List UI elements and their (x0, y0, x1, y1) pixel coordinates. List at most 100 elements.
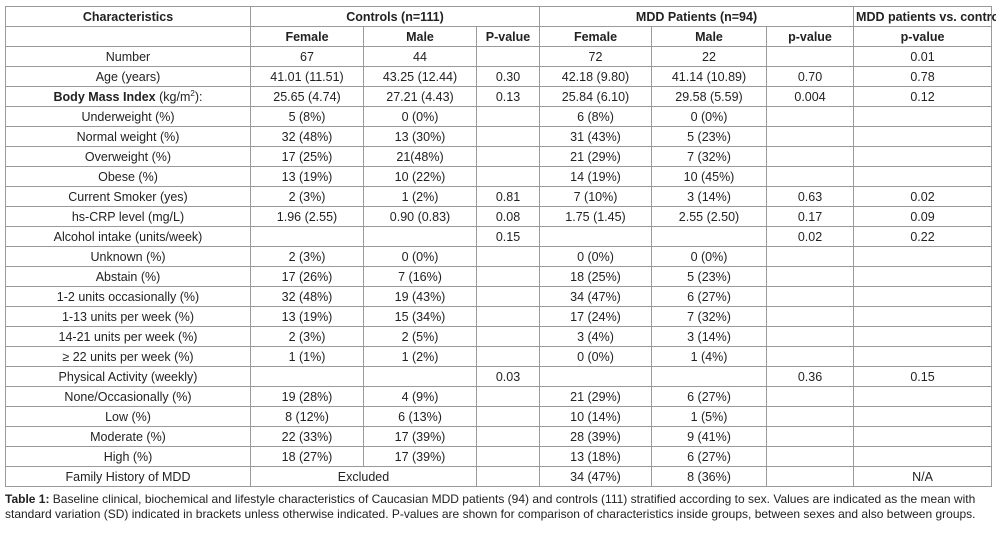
cell-controls-pvalue (476, 46, 540, 67)
cell-controls-male (363, 366, 477, 387)
cell-mdd-female (539, 226, 652, 247)
header-controls-male: Male (363, 26, 477, 47)
cell-mdd-pvalue (765, 126, 855, 147)
cell-controls-male: 0 (0%) (363, 246, 477, 267)
cell-controls-female: 5 (8%) (250, 106, 364, 127)
cell-controls-pvalue: 0.30 (476, 66, 540, 87)
cell-controls-pvalue (476, 166, 540, 187)
cell-mdd-female: 42.18 (9.80) (539, 66, 652, 87)
row-label: Underweight (%) (5, 106, 251, 127)
cell-controls-female: 17 (25%) (250, 146, 364, 167)
table-row: None/Occasionally (%) 19 (28%) 4 (9%) 21 (2… (5, 386, 993, 407)
row-label: Unknown (%) (5, 246, 251, 267)
cell-compare-pvalue: 0.22 (853, 226, 993, 247)
cell-controls-pvalue (476, 106, 540, 127)
header-controls: Controls (n=111) (250, 6, 540, 27)
cell-mdd-pvalue (765, 426, 855, 447)
cell-mdd-female: 0 (0%) (539, 346, 652, 367)
row-label: Family History of MDD (5, 466, 251, 487)
cell-mdd-female (539, 366, 652, 387)
row-label: Number (5, 46, 251, 67)
cell-mdd-female: 31 (43%) (539, 126, 652, 147)
cell-controls-male: 0.90 (0.83) (363, 206, 477, 227)
table-row-family-history: Family History of MDD Excluded 34 (47%) … (5, 466, 993, 487)
cell-mdd-pvalue (765, 246, 855, 267)
cell-mdd-pvalue (765, 266, 855, 287)
cell-controls-male: 27.21 (4.43) (363, 86, 477, 107)
header-mdd-patients: MDD Patients (n=94) (538, 6, 855, 27)
cell-compare-pvalue (853, 386, 993, 407)
table-row: Abstain (%) 17 (26%) 7 (16%) 18 (25%) 5 (23%… (5, 266, 993, 287)
caption-label: Table 1: (5, 492, 50, 506)
cell-controls-female: 1 (1%) (250, 346, 364, 367)
cell-mdd-pvalue (765, 166, 855, 187)
table-row: Alcohol intake (units/week) 0.15 0.02 0.22 (5, 226, 993, 247)
cell-mdd-female: 10 (14%) (539, 406, 652, 427)
row-label: Abstain (%) (5, 266, 251, 287)
table-row: 1-13 units per week (%) 13 (19%) 15 (34%) 1… (5, 306, 993, 327)
cell-mdd-male: 6 (27%) (651, 286, 767, 307)
cell-compare-pvalue (853, 346, 993, 367)
cell-mdd-male: 41.14 (10.89) (651, 66, 767, 87)
cell-controls-male: 17 (39%) (363, 426, 477, 447)
table-row: Normal weight (%) 32 (48%) 13 (30%) 31 (43%… (5, 126, 993, 147)
cell-mdd-male: 0 (0%) (651, 106, 767, 127)
cell-controls-female: 2 (3%) (250, 186, 364, 207)
cell-controls-pvalue: 0.13 (476, 86, 540, 107)
row-label: ≥ 22 units per week (%) (5, 346, 251, 367)
cell-controls-male: 21(48%) (363, 146, 477, 167)
cell-mdd-female: 7 (10%) (539, 186, 652, 207)
cell-mdd-male: 6 (27%) (651, 446, 767, 467)
row-label: 1-2 units occasionally (%) (5, 286, 251, 307)
table-row: High (%) 18 (27%) 17 (39%) 13 (18%) 6 (27%) (5, 446, 993, 467)
cell-controls-pvalue (476, 426, 540, 447)
cell-mdd-female: 6 (8%) (539, 106, 652, 127)
cell-compare-pvalue (853, 306, 993, 327)
cell-mdd-male: 9 (41%) (651, 426, 767, 447)
cell-compare-pvalue: 0.01 (853, 46, 993, 67)
cell-mdd-male: 7 (32%) (651, 146, 767, 167)
table-row: 14-21 units per week (%) 2 (3%) 2 (5%) 3 (4… (5, 326, 993, 347)
header-mdd-female: Female (539, 26, 652, 47)
cell-compare-pvalue (853, 246, 993, 267)
cell-mdd-female: 34 (47%) (539, 466, 652, 487)
cell-mdd-male: 3 (14%) (651, 186, 767, 207)
cell-blank (765, 466, 855, 487)
cell-mdd-female: 3 (4%) (539, 326, 652, 347)
header-blank (5, 26, 251, 47)
table-row: 1-2 units occasionally (%) 32 (48%) 19 (43… (5, 286, 993, 307)
cell-mdd-female: 21 (29%) (539, 386, 652, 407)
cell-mdd-male: 3 (14%) (651, 326, 767, 347)
table-row: Physical Activity (weekly) 0.03 0.36 0.15 (5, 366, 993, 387)
cell-controls-male: 17 (39%) (363, 446, 477, 467)
table-row: Low (%) 8 (12%) 6 (13%) 10 (14%) 1 (5%) (5, 406, 993, 427)
cell-controls-female: 1.96 (2.55) (250, 206, 364, 227)
header-compare-pvalue: p-value (853, 26, 993, 47)
cell-controls-male (363, 226, 477, 247)
row-label: None/Occasionally (%) (5, 386, 251, 407)
cell-mdd-female: 17 (24%) (539, 306, 652, 327)
table-row: Current Smoker (yes) 2 (3%) 1 (2%) 0.81 7 (1… (5, 186, 993, 207)
row-label: High (%) (5, 446, 251, 467)
cell-controls-male: 43.25 (12.44) (363, 66, 477, 87)
cell-mdd-female: 14 (19%) (539, 166, 652, 187)
cell-controls-male: 1 (2%) (363, 186, 477, 207)
header-characteristics: Characteristics (5, 6, 251, 27)
cell-controls-pvalue (476, 246, 540, 267)
cell-controls-pvalue (476, 326, 540, 347)
header-row-sub: Female Male P-value Female Male p-value … (5, 26, 993, 47)
cell-controls-female: 18 (27%) (250, 446, 364, 467)
table-body: Number 67 44 72 22 0.01 Age (years) 41.01 (11.5… (5, 46, 993, 467)
row-label: Alcohol intake (units/week) (5, 226, 251, 247)
table-body-footer: Family History of MDD Excluded 34 (47%) … (5, 466, 993, 487)
cell-controls-pvalue (476, 446, 540, 467)
cell-controls-female: 25.65 (4.74) (250, 86, 364, 107)
cell-mdd-female: 13 (18%) (539, 446, 652, 467)
table-caption: Table 1: Baseline clinical, biochemical … (5, 492, 991, 522)
table-row: Body Mass Index (kg/m2): 25.65 (4.74) 27.2… (5, 86, 993, 107)
cell-mdd-male: 22 (651, 46, 767, 67)
cell-controls-pvalue: 0.03 (476, 366, 540, 387)
row-label-main: Body Mass Index (53, 89, 156, 104)
cell-controls-male: 4 (9%) (363, 386, 477, 407)
cell-controls-male: 15 (34%) (363, 306, 477, 327)
